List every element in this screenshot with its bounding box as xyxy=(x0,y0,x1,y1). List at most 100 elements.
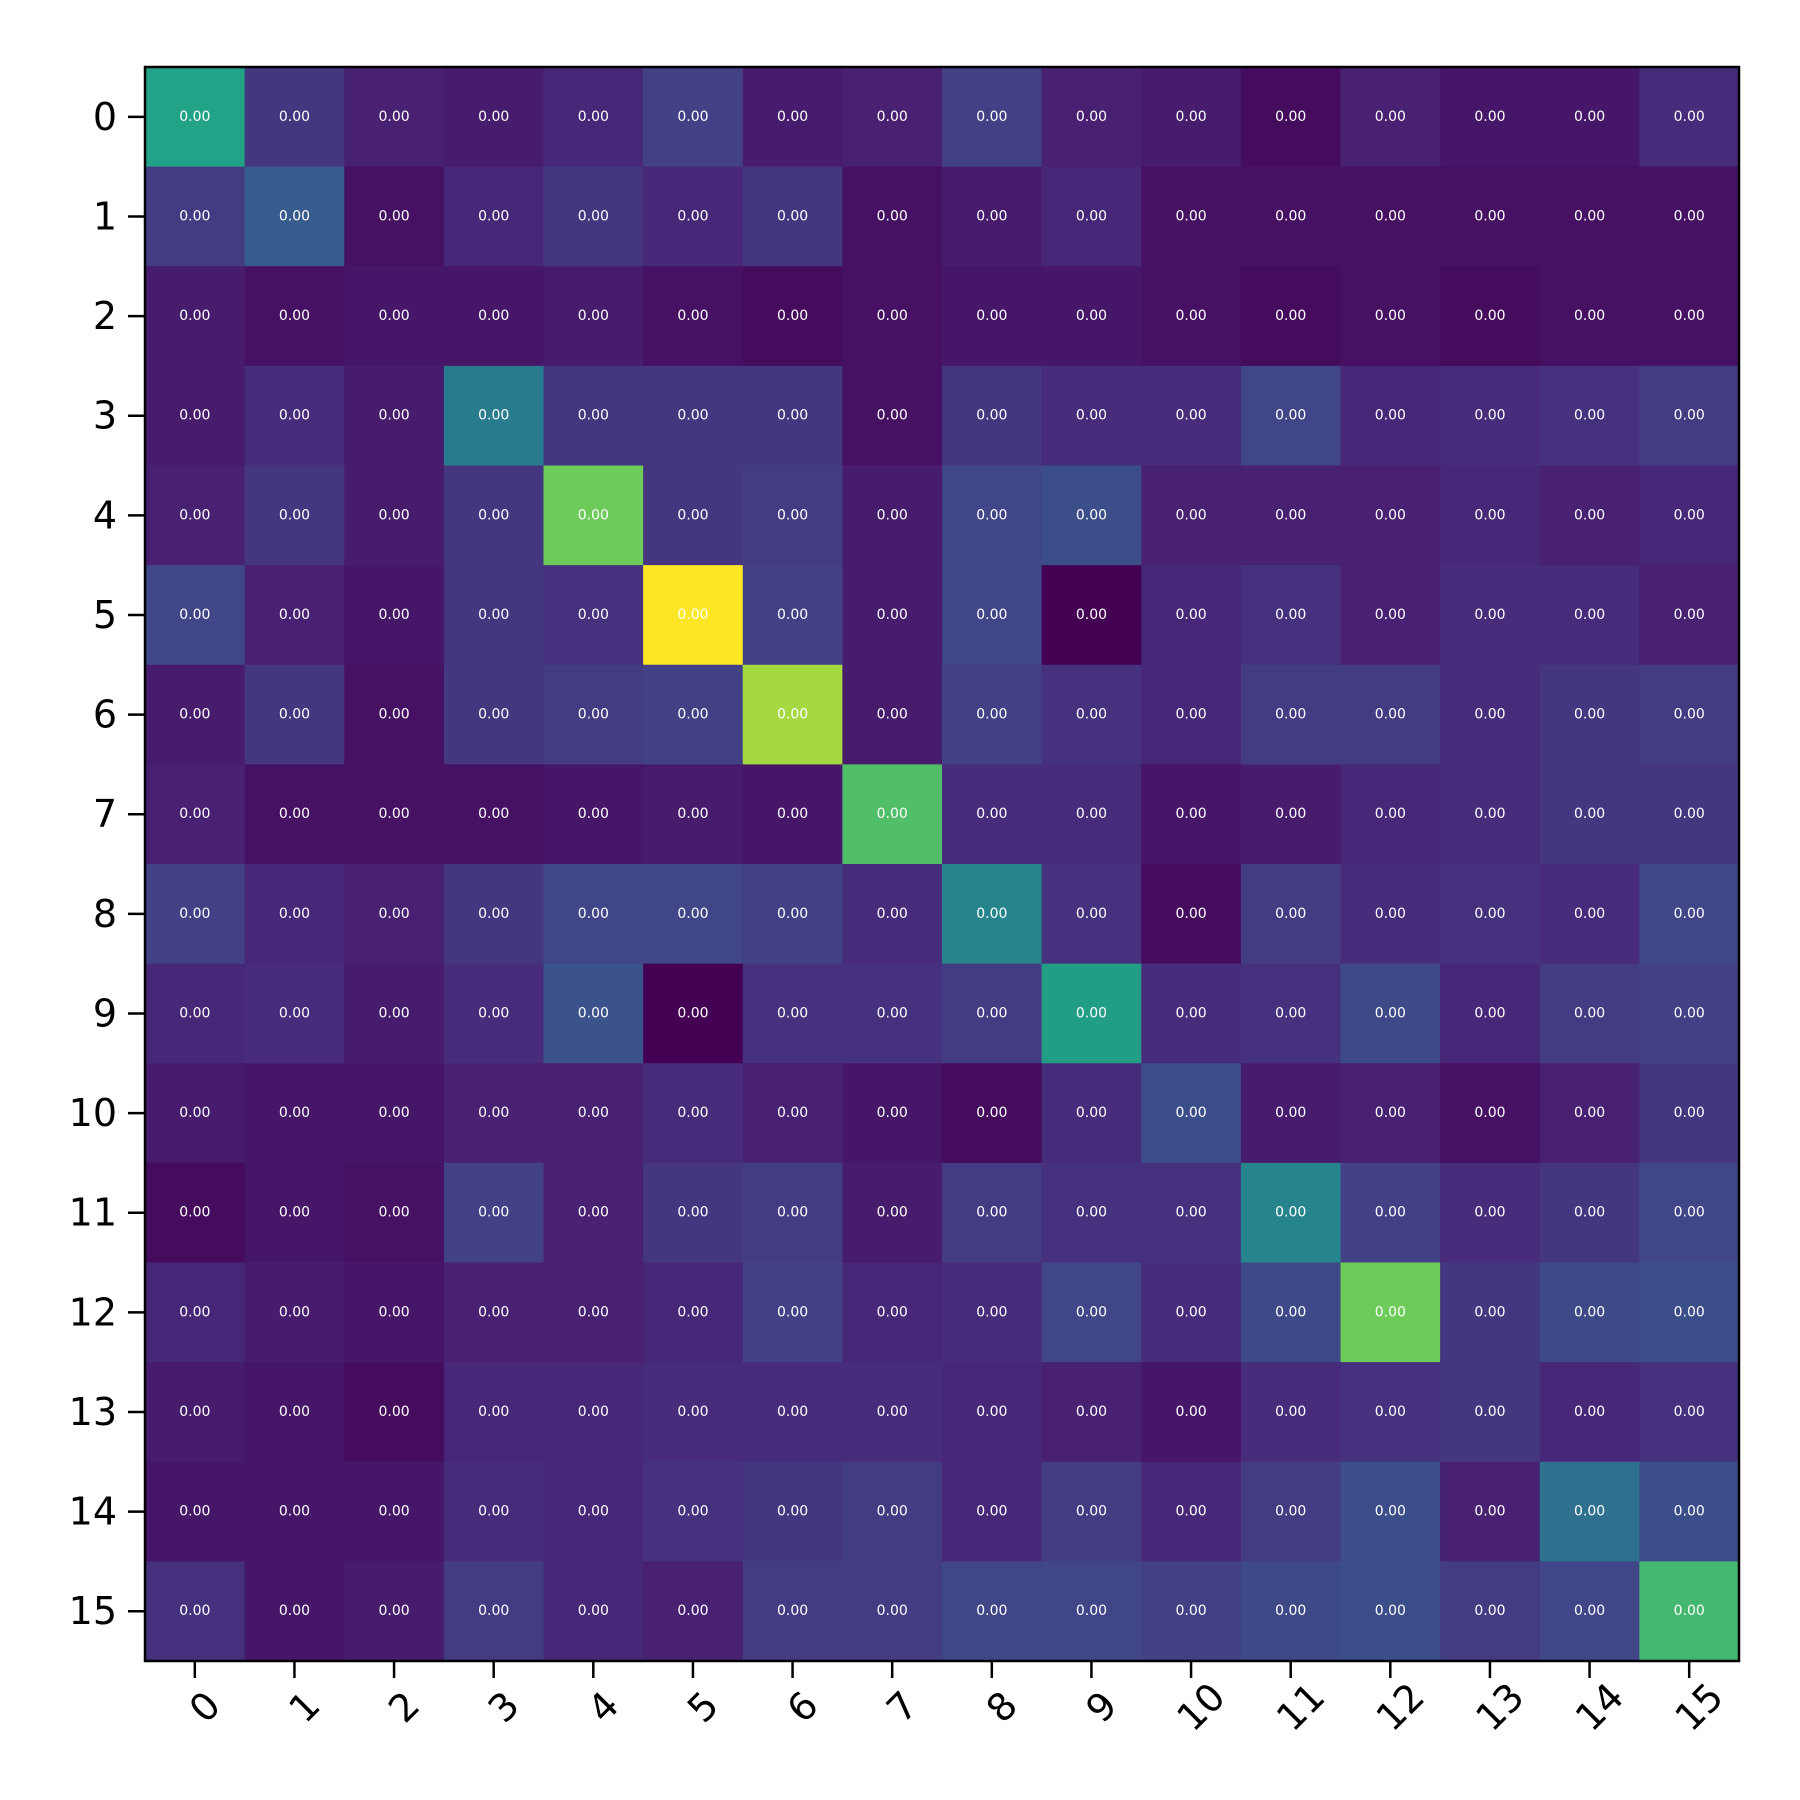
heatmap-cell-label: 0.00 xyxy=(677,707,708,723)
heatmap-cell xyxy=(1340,465,1441,566)
x-tick-label: 8 xyxy=(978,1683,1026,1731)
heatmap-cell xyxy=(1240,1561,1342,1662)
heatmap-cell xyxy=(1440,764,1541,865)
heatmap-cell xyxy=(1539,1162,1640,1264)
heatmap-cell-label: 0.00 xyxy=(976,1404,1007,1420)
heatmap-cell xyxy=(1041,1262,1142,1363)
heatmap-cell-label: 0.00 xyxy=(1275,1005,1306,1021)
heatmap-cell-label: 0.00 xyxy=(578,507,609,523)
heatmap-cell-label: 0.00 xyxy=(1674,408,1705,424)
heatmap-cell-label: 0.00 xyxy=(1076,806,1107,822)
heatmap-cell xyxy=(145,1262,246,1363)
heatmap-cell xyxy=(842,1561,943,1662)
heatmap-cell-label: 0.00 xyxy=(478,1205,509,1221)
heatmap-cell xyxy=(842,963,943,1064)
heatmap-cell xyxy=(443,1063,545,1164)
x-tick-label: 7 xyxy=(878,1683,926,1731)
heatmap-cell-label: 0.00 xyxy=(1474,1404,1505,1420)
heatmap-cell-label: 0.00 xyxy=(677,1105,708,1121)
heatmap-cell-label: 0.00 xyxy=(478,607,509,623)
heatmap-cell xyxy=(1539,1561,1640,1662)
x-tick-label: 9 xyxy=(1077,1683,1125,1731)
heatmap-cell-label: 0.00 xyxy=(1474,1304,1505,1320)
heatmap-cell-label: 0.00 xyxy=(677,109,708,125)
heatmap-cell xyxy=(443,963,545,1064)
heatmap-cell-label: 0.00 xyxy=(1674,1304,1705,1320)
heatmap-cell xyxy=(1240,565,1342,666)
heatmap-cell-label: 0.00 xyxy=(677,906,708,922)
heatmap-cell-label: 0.00 xyxy=(378,707,409,723)
heatmap-cell-label: 0.00 xyxy=(1674,1105,1705,1121)
heatmap-cell xyxy=(1141,266,1242,367)
heatmap-cell-label: 0.00 xyxy=(976,1005,1007,1021)
x-tick-label: 2 xyxy=(380,1683,428,1731)
heatmap-cell-label: 0.00 xyxy=(777,408,808,424)
heatmap-cell-label: 0.00 xyxy=(378,806,409,822)
heatmap-cell-label: 0.00 xyxy=(279,208,310,224)
heatmap-cell xyxy=(1440,963,1541,1064)
heatmap-cell xyxy=(1440,166,1541,267)
heatmap-cell xyxy=(543,67,644,168)
heatmap-cell xyxy=(942,1063,1043,1164)
heatmap-cell xyxy=(1141,1461,1242,1562)
heatmap-cell-label: 0.00 xyxy=(378,1404,409,1420)
x-axis: 0 1 2 3 4 5 6 7 8 9 10 11 12 13 14 15 xyxy=(181,1661,1732,1740)
heatmap-cell xyxy=(1240,764,1342,865)
heatmap-cell-label: 0.00 xyxy=(777,507,808,523)
heatmap-cell-label: 0.00 xyxy=(1574,1304,1605,1320)
heatmap-cell-label: 0.00 xyxy=(179,806,210,822)
heatmap-cell-label: 0.00 xyxy=(378,1504,409,1520)
heatmap-cell-label: 0.00 xyxy=(1674,707,1705,723)
heatmap-cell-label: 0.00 xyxy=(1175,1504,1206,1520)
y-tick-label: 7 xyxy=(93,792,117,836)
heatmap-cell xyxy=(1141,1262,1242,1363)
heatmap-cell xyxy=(942,1362,1043,1463)
heatmap-cell-label: 0.00 xyxy=(179,607,210,623)
heatmap-cell-label: 0.00 xyxy=(1674,1603,1705,1619)
heatmap-cell xyxy=(1639,465,1740,566)
heatmap-cell-label: 0.00 xyxy=(578,109,609,125)
heatmap-cell-label: 0.00 xyxy=(378,906,409,922)
heatmap-cell-label: 0.00 xyxy=(378,208,409,224)
heatmap-cell xyxy=(145,166,246,267)
heatmap-cell xyxy=(1440,1461,1541,1562)
heatmap-cell xyxy=(742,465,843,566)
heatmap-cell xyxy=(842,764,943,865)
heatmap-cell-label: 0.00 xyxy=(179,208,210,224)
heatmap-cell-label: 0.00 xyxy=(877,308,908,324)
heatmap-cell xyxy=(1240,664,1342,765)
heatmap-cell-label: 0.00 xyxy=(1275,1404,1306,1420)
heatmap-cell-label: 0.00 xyxy=(976,109,1007,125)
heatmap-cell xyxy=(1340,963,1441,1064)
heatmap-cell-label: 0.00 xyxy=(1574,1404,1605,1420)
heatmap-cell xyxy=(942,565,1043,666)
heatmap-cell-label: 0.00 xyxy=(179,1304,210,1320)
heatmap-cell-label: 0.00 xyxy=(1574,806,1605,822)
heatmap-cell-label: 0.00 xyxy=(378,507,409,523)
heatmap-cell xyxy=(145,1162,246,1264)
heatmap-cell xyxy=(1340,1063,1441,1164)
heatmap-cell xyxy=(842,565,943,666)
heatmap-cell xyxy=(543,764,644,865)
heatmap-cell xyxy=(1539,963,1640,1064)
heatmap-cell-label: 0.00 xyxy=(1574,1105,1605,1121)
heatmap-cell xyxy=(1539,166,1640,267)
heatmap-cell-label: 0.00 xyxy=(1375,308,1406,324)
heatmap-cell-label: 0.00 xyxy=(677,208,708,224)
heatmap-cell xyxy=(1539,664,1640,765)
heatmap-cell xyxy=(1639,1063,1740,1164)
heatmap-cell-label: 0.00 xyxy=(677,1205,708,1221)
heatmap-cell xyxy=(643,764,744,865)
heatmap-cell xyxy=(443,67,545,168)
heatmap-cell xyxy=(1539,1362,1640,1463)
heatmap-cell-label: 0.00 xyxy=(1375,1504,1406,1520)
heatmap-cell-label: 0.00 xyxy=(677,1404,708,1420)
heatmap-cell-label: 0.00 xyxy=(1375,1105,1406,1121)
heatmap-cell xyxy=(1639,365,1740,467)
heatmap-cell xyxy=(742,1461,843,1562)
x-tick-label: 6 xyxy=(778,1683,826,1731)
heatmap-cell xyxy=(1340,864,1441,965)
heatmap-cell xyxy=(1340,1262,1441,1363)
heatmap-cell-label: 0.00 xyxy=(1076,607,1107,623)
